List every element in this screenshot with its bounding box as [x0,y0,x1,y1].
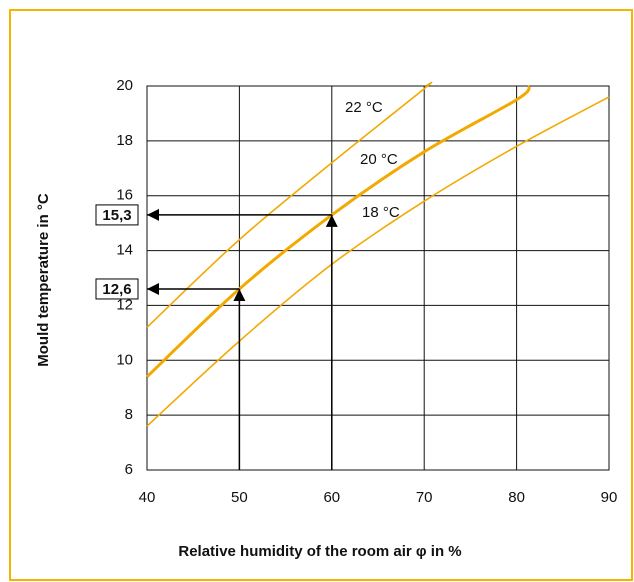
x-tick-label: 40 [139,489,156,506]
y-tick-label: 16 [116,187,133,204]
y-tick-label: 12 [116,296,133,313]
frame [9,9,633,581]
x-tick-label: 70 [416,489,433,506]
curve-label: 18 °C [362,204,400,221]
y-tick-label: 8 [125,406,133,423]
y-tick-label: 14 [116,242,133,259]
curve-label: 22 °C [345,99,383,116]
x-tick-label: 90 [601,489,618,506]
y-tick-label: 6 [125,461,133,478]
annotation-box [95,204,139,226]
x-tick-label: 50 [231,489,248,506]
annotation-label: 15,3 [102,207,131,224]
y-tick-label: 10 [116,351,133,368]
annotation-label: 12,6 [102,281,131,298]
y-tick-label: 18 [116,132,133,149]
y-axis-label: Mould temperature in °C [35,193,52,367]
curve-label: 20 °C [360,151,398,168]
y-tick-label: 20 [116,77,133,94]
x-tick-label: 80 [508,489,525,506]
curve [146,96,610,427]
x-axis-label: Relative humidity of the room air φ in % [178,543,461,560]
curve [146,81,433,328]
curve [145,84,531,378]
annotation-box [95,278,139,300]
plot-border [146,85,610,471]
x-tick-label: 60 [323,489,340,506]
